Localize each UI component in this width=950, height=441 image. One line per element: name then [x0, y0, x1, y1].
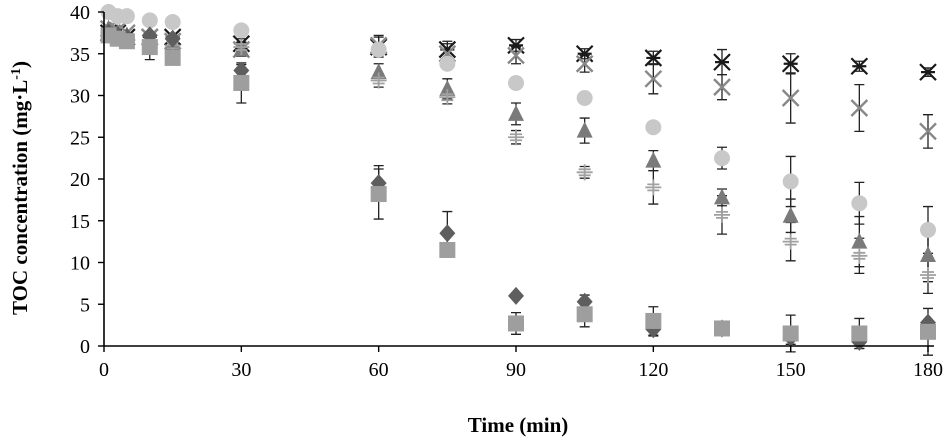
data-point-square [439, 241, 456, 258]
data-point-plus [439, 89, 456, 106]
data-point-xcross [781, 54, 800, 73]
data-point-circle [851, 195, 868, 212]
data-point-x [850, 99, 869, 117]
x-tick-label: 30 [231, 359, 251, 381]
data-point-circle [118, 8, 135, 25]
y-tick-label: 5 [80, 294, 90, 316]
x-tick-label: 180 [913, 359, 943, 381]
y-axis-title-superscript: -1 [9, 68, 24, 80]
data-point-circle [370, 41, 387, 58]
data-point-x [713, 78, 731, 96]
data-point-square [645, 312, 662, 329]
y-axis-ticks: 0 5 10 15 20 25 30 35 40 [70, 2, 104, 358]
data-point-xcross [919, 63, 937, 81]
data-point-x [575, 54, 594, 73]
data-point-plus [370, 72, 387, 89]
data-point-plus [645, 179, 662, 196]
y-axis-title-main: TOC concentration (mg·L [8, 80, 32, 315]
data-point-circle [782, 173, 799, 190]
data-point-xcross [713, 53, 731, 71]
y-tick-label: 35 [70, 44, 90, 66]
data-point-xcross [644, 49, 663, 67]
data-point-plus [714, 206, 730, 223]
data-point-square [714, 320, 730, 337]
data-point-plus [851, 247, 868, 264]
series-error-bars [144, 33, 933, 356]
data-point-square [233, 74, 250, 91]
data-point-square [851, 325, 868, 342]
data-point-circle [508, 74, 524, 91]
data-point-square [164, 49, 181, 66]
y-tick-label: 25 [70, 127, 90, 149]
data-point-square [118, 33, 135, 50]
data-point-diamond [576, 292, 593, 311]
data-point-square [370, 186, 387, 203]
data-point-plus [782, 233, 799, 250]
data-point-circle [141, 12, 158, 29]
data-point-triangle [370, 63, 387, 80]
x-tick-label: 120 [638, 359, 668, 381]
data-point-plus [508, 129, 524, 146]
x-tick-label: 150 [776, 359, 806, 381]
data-point-triangle [782, 206, 799, 223]
data-point-square [576, 306, 593, 323]
y-axis-title: TOC concentration (mg·L-1) [8, 61, 32, 315]
series-plus [100, 27, 936, 284]
y-tick-label: 30 [70, 86, 90, 108]
data-point-triangle [576, 121, 593, 138]
x-axis-ticks: 0 30 60 90 120 150 180 [99, 346, 943, 381]
data-point-square [920, 323, 936, 340]
data-point-circle [714, 150, 730, 167]
data-point-triangle [714, 188, 730, 205]
data-point-plus [576, 164, 593, 181]
y-tick-label: 20 [70, 169, 90, 191]
data-point-x [644, 69, 663, 88]
data-point-circle [920, 221, 936, 238]
y-tick-label: 10 [70, 253, 90, 275]
data-point-x [507, 46, 525, 65]
x-tick-label: 90 [506, 359, 526, 381]
data-point-triangle [645, 151, 662, 168]
x-axis-title: Time (min) [468, 413, 569, 437]
y-tick-label: 0 [80, 336, 90, 358]
data-point-diamond [233, 61, 250, 80]
y-tick-label: 40 [70, 2, 90, 24]
data-point-x [781, 89, 800, 107]
x-tick-label: 0 [99, 359, 109, 381]
series-error-bars [236, 42, 933, 283]
data-point-square [141, 39, 158, 56]
data-point-circle [576, 90, 593, 107]
data-point-circle [164, 14, 181, 31]
data-point-x [919, 122, 937, 141]
data-point-triangle [439, 79, 456, 96]
data-point-square [508, 315, 524, 332]
data-point-circle [233, 22, 250, 39]
data-point-diamond [508, 286, 524, 305]
axes: 0 30 60 90 120 150 180 0 5 10 15 20 25 30 35 40 [70, 2, 943, 381]
data-point-circle [439, 55, 456, 72]
data-point-xcross [850, 57, 869, 76]
x-tick-label: 60 [369, 359, 389, 381]
data-point-plus [920, 267, 936, 284]
data-point-circle [645, 119, 662, 136]
series-diamond [100, 23, 936, 351]
data-point-triangle [920, 245, 936, 262]
data-point-triangle [851, 232, 868, 249]
y-axis-title-close: ) [8, 61, 32, 68]
data-point-square [782, 325, 799, 342]
series-error-bars [717, 146, 933, 254]
plot-area [99, 4, 937, 356]
data-point-diamond [164, 29, 181, 48]
y-tick-label: 15 [70, 211, 90, 233]
series-error-bars [236, 63, 865, 350]
series-circle [100, 4, 936, 238]
data-point-diamond [439, 224, 456, 243]
data-point-triangle [508, 104, 524, 121]
data-point-plus [233, 39, 250, 56]
